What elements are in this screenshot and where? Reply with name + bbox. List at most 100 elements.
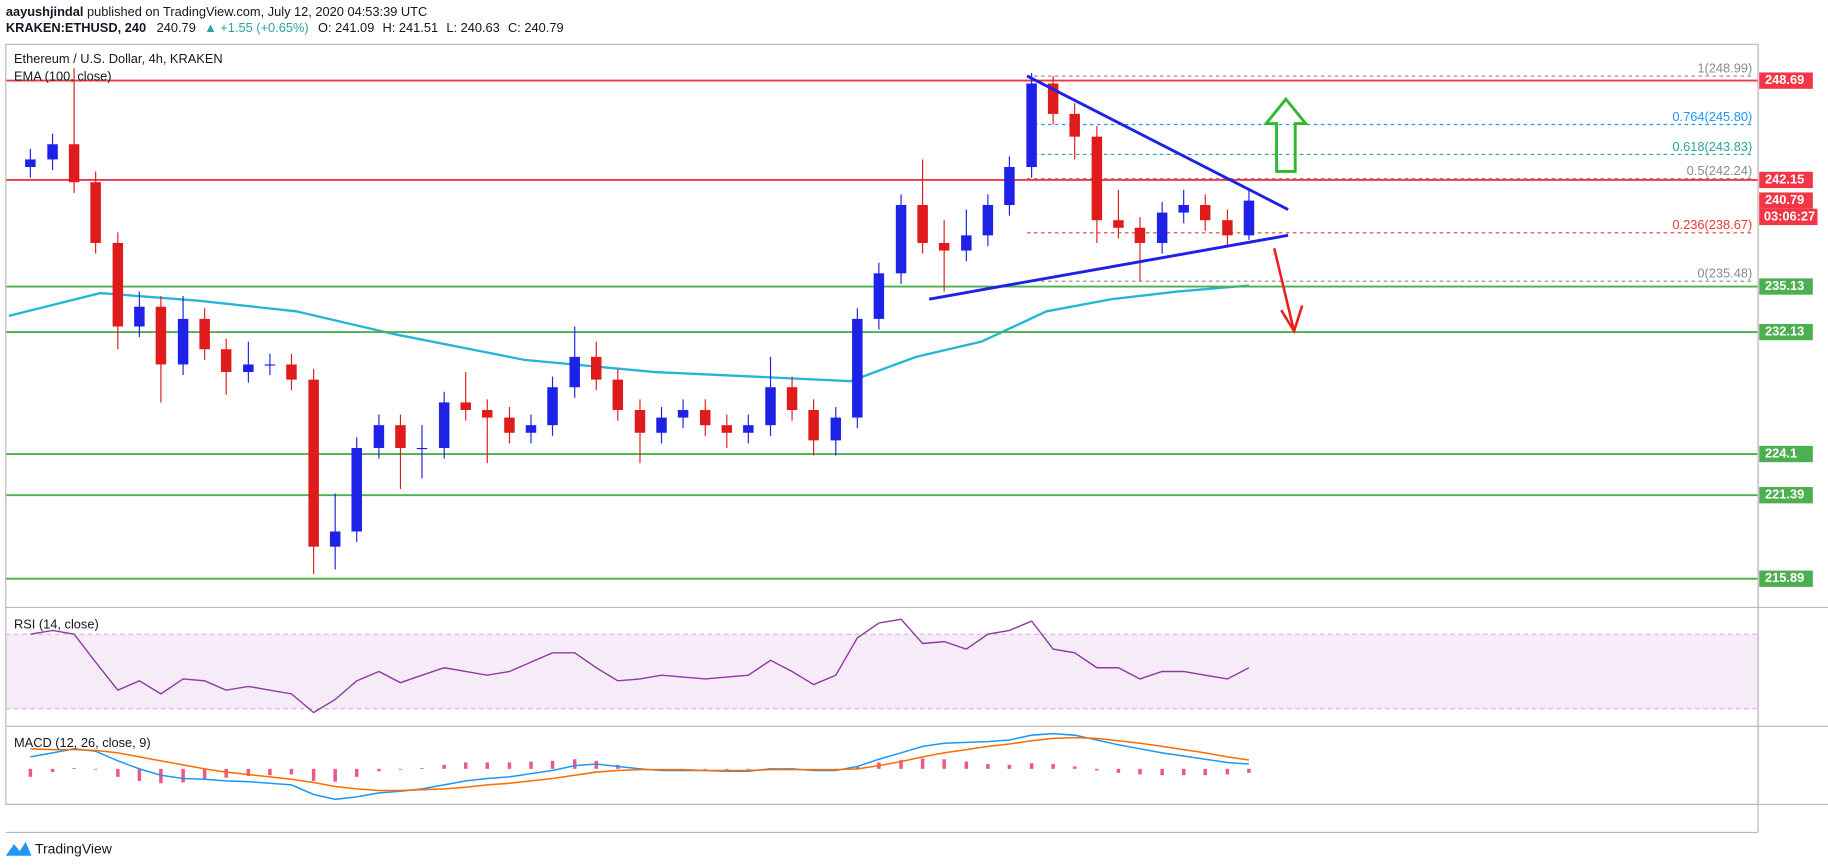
candle-body — [134, 306, 145, 327]
ohlc-value: 241.51 — [399, 21, 438, 36]
macd-histogram-bar — [333, 768, 337, 782]
candle-body — [634, 409, 646, 433]
macd-histogram-bar — [899, 760, 903, 769]
candle-body — [243, 364, 254, 373]
macd-histogram-bar — [855, 766, 860, 769]
publish-line: aayushjindal published on TradingView.co… — [6, 4, 427, 19]
macd-histogram-bar — [550, 760, 555, 769]
footer-logo — [5, 841, 32, 856]
macd-histogram-bar — [224, 768, 228, 778]
candle-body — [938, 242, 950, 251]
last-price-text: 240.79 — [1765, 192, 1804, 207]
candle-body — [264, 364, 276, 366]
candle-body — [961, 235, 972, 251]
rsi-pane-title: RSI (14, close) — [14, 616, 99, 631]
candle-body — [1178, 204, 1189, 213]
countdown-text: 03:06:27 — [1764, 208, 1815, 223]
level-tag — [1759, 72, 1813, 89]
macd-histogram-bar — [1203, 768, 1207, 776]
candle-body — [677, 409, 689, 418]
macd-histogram-bar — [268, 768, 272, 776]
candle-body — [569, 356, 580, 388]
macd-histogram-bar — [1138, 768, 1142, 775]
candle-body — [1026, 83, 1037, 168]
macd-histogram-bar — [159, 768, 163, 784]
publisher: aayushjindal — [6, 4, 84, 19]
macd-histogram-bar — [1247, 768, 1251, 773]
macd-histogram-bar — [485, 762, 490, 769]
macd-histogram-bar — [289, 768, 294, 775]
candle-body — [1047, 83, 1059, 114]
candle-body — [1199, 204, 1211, 221]
macd-histogram-bar — [920, 758, 925, 769]
candle-body — [786, 387, 798, 410]
candle-body — [504, 417, 515, 433]
candle-body — [917, 204, 928, 243]
candle-body — [743, 425, 754, 433]
macd-histogram-bar — [507, 762, 512, 769]
ohlc-value: 240.79 — [524, 21, 563, 36]
candle-body — [895, 204, 907, 274]
macd-histogram-bar — [137, 768, 142, 781]
candle-body — [482, 409, 493, 418]
candle-body — [395, 425, 406, 448]
macd-histogram-bar — [202, 768, 207, 780]
ohlc-label: H: — [383, 21, 396, 36]
level-tag-text: 242.15 — [1765, 171, 1804, 186]
candle-body — [220, 349, 232, 373]
ema-legend: EMA (100, close) — [14, 68, 112, 83]
candle-body — [68, 144, 80, 183]
macd-histogram-bar — [1116, 768, 1121, 773]
candle-body — [90, 182, 101, 243]
rsi-band — [5, 634, 1759, 709]
fib-label: 0.764(245.80) — [1672, 109, 1752, 124]
level-tag-text: 215.89 — [1765, 570, 1804, 585]
macd-histogram-bar — [1029, 763, 1034, 769]
macd-histogram-bar — [420, 768, 424, 769]
ema-line — [8, 284, 1250, 383]
bearish-arrow-shaft — [1272, 248, 1296, 332]
macd-histogram-bar — [398, 768, 403, 770]
fib-label: 1(248.99) — [1697, 60, 1752, 75]
macd-histogram-bar — [354, 768, 359, 777]
candle-body — [830, 417, 842, 441]
quote-line: KRAKEN:ETHUSD, 240 240.79 ▲ +1.55 (+0.65… — [6, 21, 564, 36]
level-tag-text: 224.1 — [1765, 445, 1797, 460]
candle-body — [656, 417, 667, 433]
ohlc-label: C: — [508, 21, 521, 36]
macd-line — [30, 732, 1250, 801]
bullish-arrow — [1263, 96, 1309, 173]
candle-body — [47, 144, 58, 160]
candle-body — [612, 379, 624, 410]
bearish-arrow — [1272, 248, 1304, 335]
macd-histogram-bar — [1051, 764, 1055, 769]
ohlc-value: 241.09 — [335, 21, 374, 36]
candle-body — [808, 409, 819, 441]
ohlc-value: 240.63 — [461, 21, 500, 36]
level-tag-text: 221.39 — [1765, 487, 1804, 502]
level-tag-text: 235.13 — [1765, 278, 1804, 293]
candle-body — [591, 356, 602, 380]
macd-histogram-bar — [246, 768, 251, 777]
candle-body — [177, 318, 189, 365]
level-tag — [1759, 278, 1813, 295]
rsi-line — [30, 618, 1250, 714]
candle-body — [416, 447, 428, 450]
candle-body — [1134, 227, 1146, 243]
macd-pane-title: MACD (12, 26, close, 9) — [14, 735, 151, 750]
logo-icon — [5, 841, 32, 856]
candle-body — [700, 409, 711, 426]
candle-body — [547, 387, 558, 426]
candle-body — [1113, 220, 1124, 228]
macd-histogram-bar — [964, 761, 969, 769]
candle-body — [525, 425, 537, 433]
macd-histogram-bar — [986, 764, 990, 769]
candle-body — [155, 306, 167, 365]
macd-histogram-bar — [1095, 768, 1099, 771]
bearish-arrow-head — [1280, 305, 1304, 335]
candle-body — [329, 531, 341, 547]
candle-body — [351, 447, 362, 532]
macd-histogram-bar — [703, 768, 708, 770]
label-layer: 235.13 232.13 224.1 221.39 215.89 248.69 242.1… — [1672, 60, 1818, 587]
